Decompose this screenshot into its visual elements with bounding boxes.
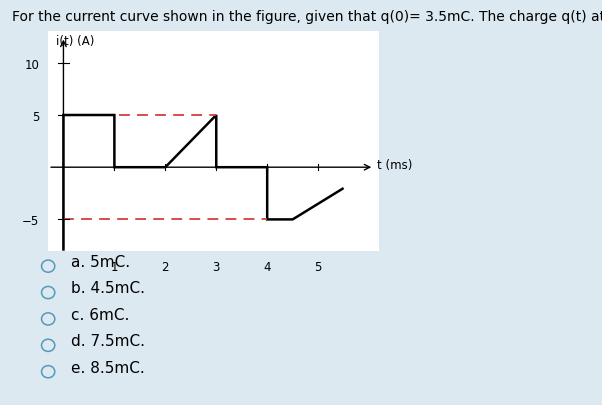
Text: a. 5mC.: a. 5mC. bbox=[71, 254, 130, 269]
Text: For the current curve shown in the figure, given that q(0)= 3.5mC. The charge q(: For the current curve shown in the figur… bbox=[12, 10, 602, 24]
Text: e. 8.5mC.: e. 8.5mC. bbox=[71, 360, 145, 375]
Text: t (ms): t (ms) bbox=[377, 158, 412, 171]
Text: b. 4.5mC.: b. 4.5mC. bbox=[71, 281, 145, 296]
Text: c. 6mC.: c. 6mC. bbox=[71, 307, 129, 322]
Text: i(t) (A): i(t) (A) bbox=[56, 34, 94, 47]
Text: d. 7.5mC.: d. 7.5mC. bbox=[71, 333, 145, 348]
